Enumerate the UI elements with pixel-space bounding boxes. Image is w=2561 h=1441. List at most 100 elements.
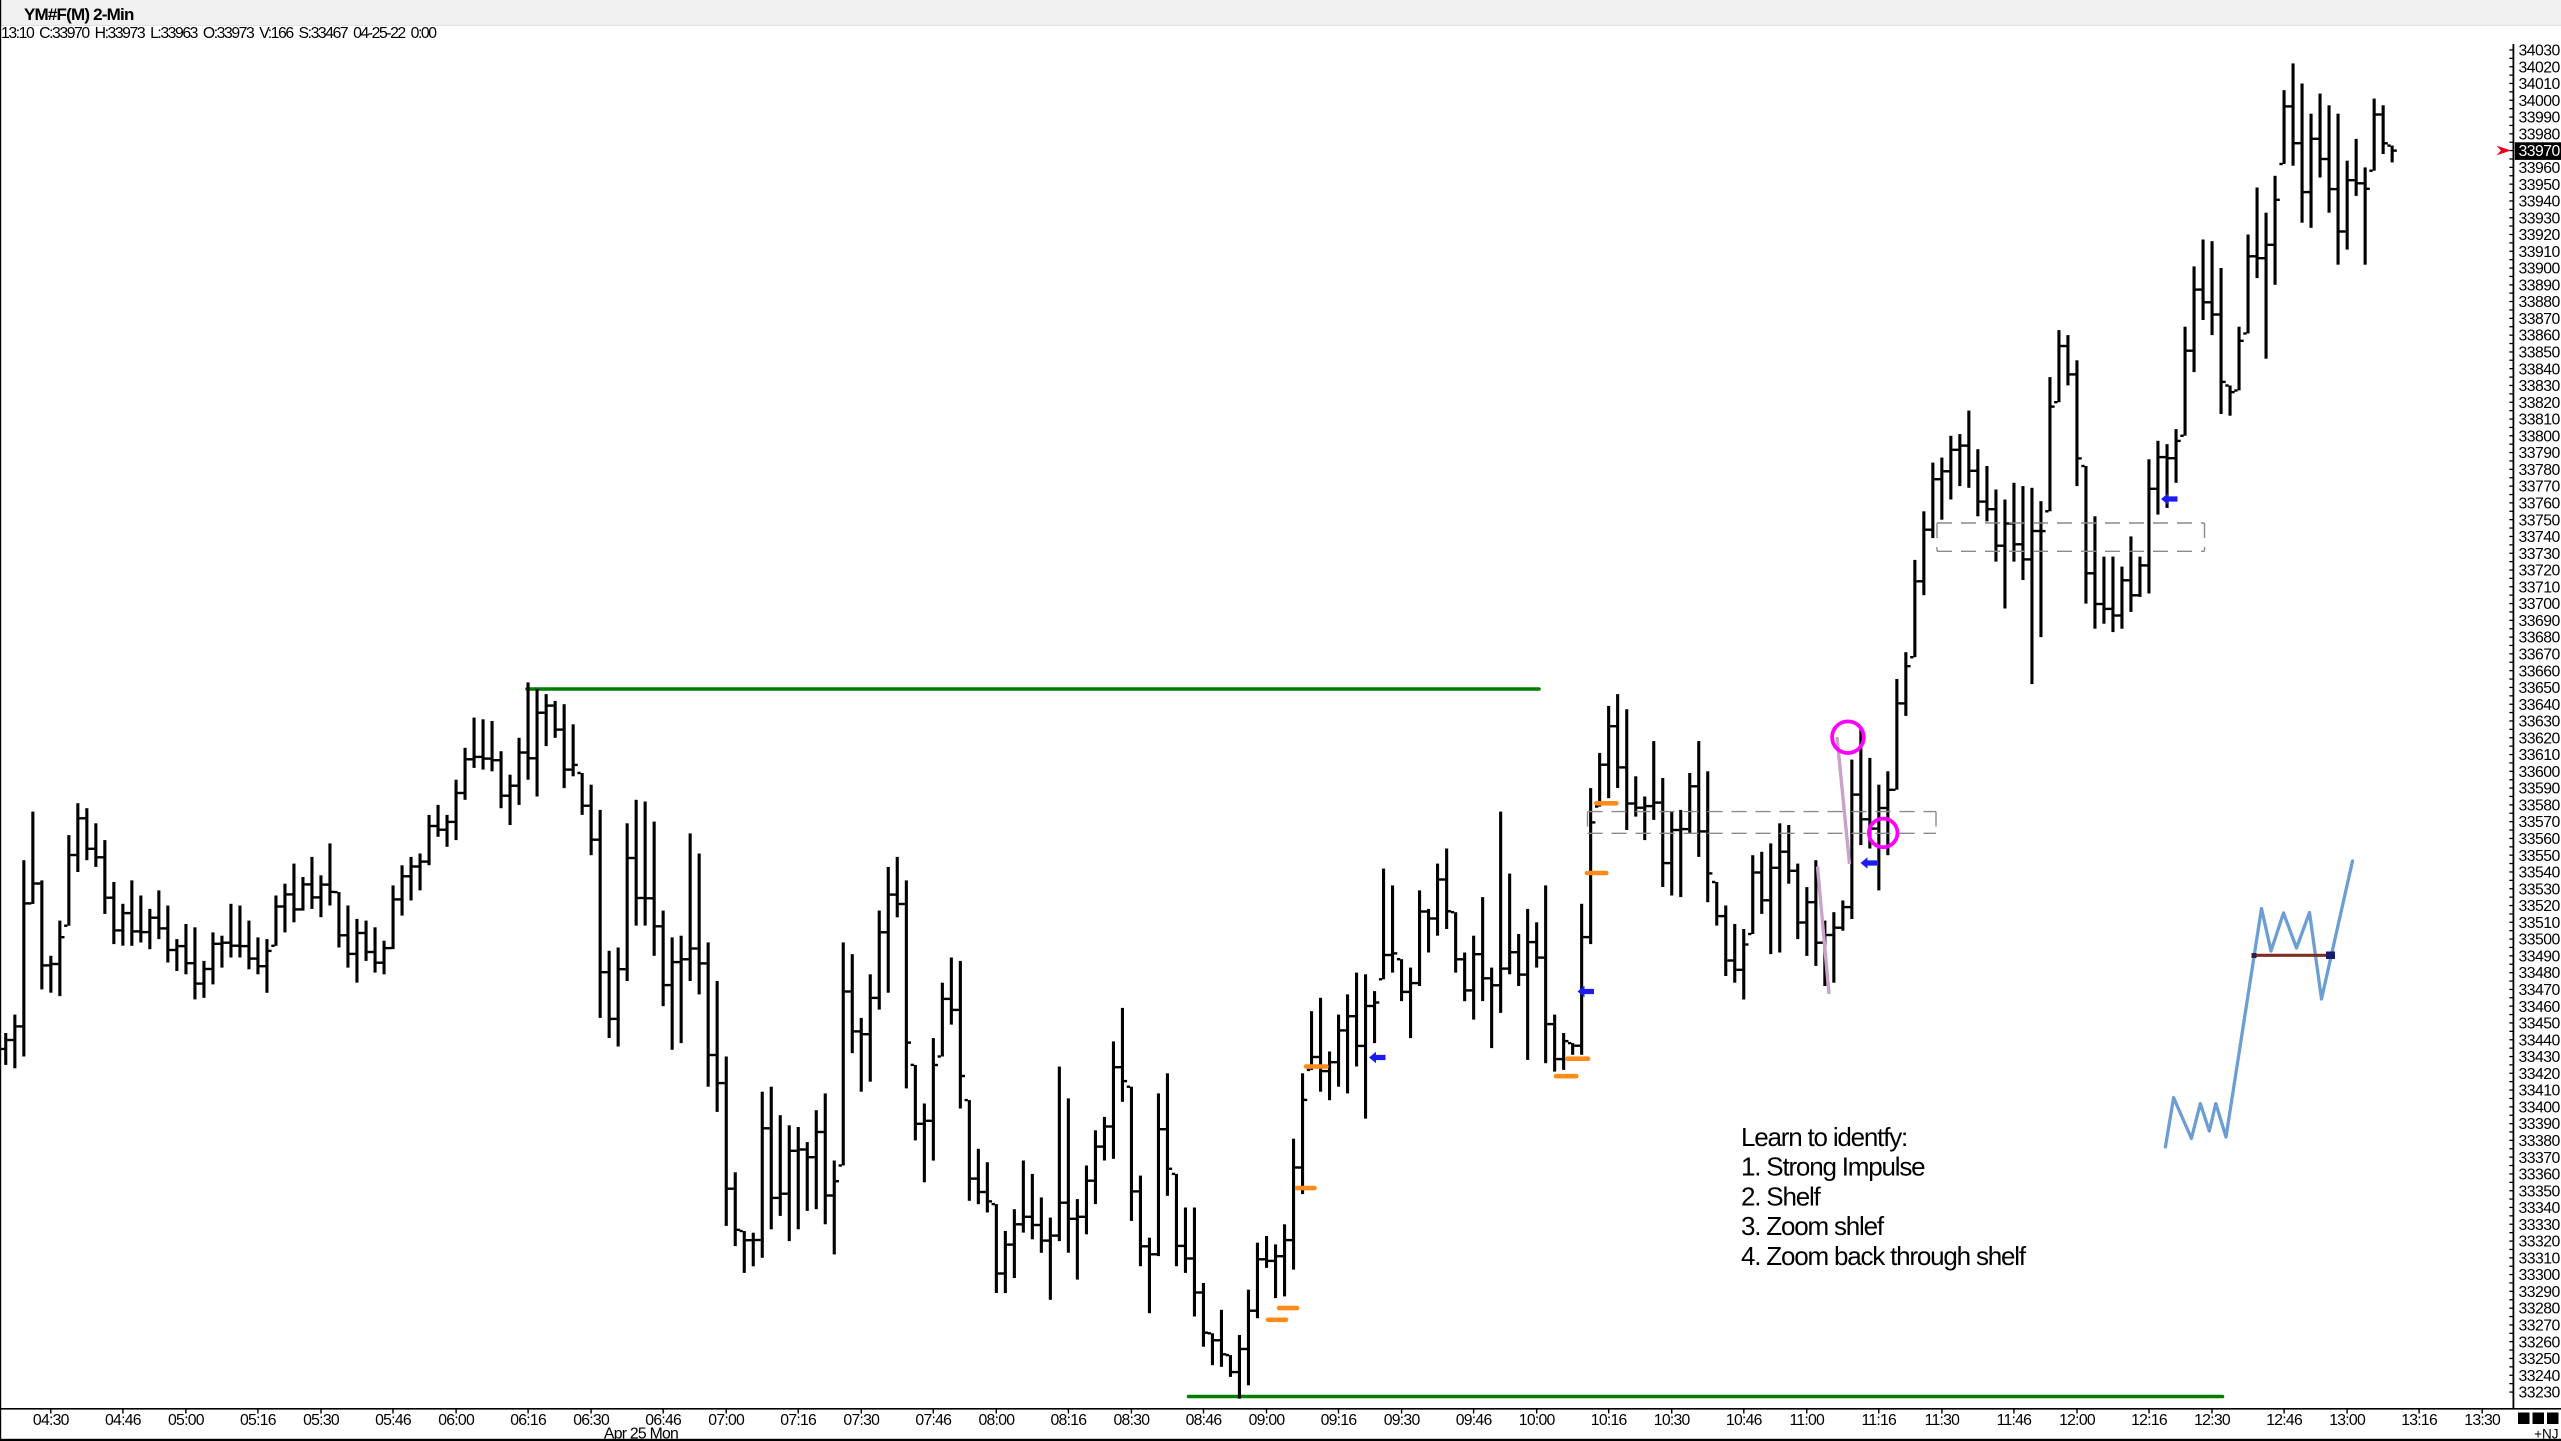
svg-text:33840: 33840 [2519, 361, 2561, 378]
svg-text:09:46: 09:46 [1456, 1412, 1493, 1429]
svg-text:33330: 33330 [2519, 1217, 2561, 1234]
svg-text:06:46: 06:46 [645, 1412, 682, 1429]
svg-text:33930: 33930 [2519, 210, 2561, 227]
svg-text:33370: 33370 [2519, 1150, 2561, 1167]
svg-text:33520: 33520 [2519, 898, 2561, 915]
svg-text:33350: 33350 [2519, 1183, 2561, 1200]
svg-text:13:30: 13:30 [2464, 1412, 2501, 1429]
svg-text:33540: 33540 [2519, 865, 2561, 882]
svg-text:33760: 33760 [2519, 496, 2561, 513]
svg-text:33850: 33850 [2519, 345, 2561, 362]
svg-text:34020: 34020 [2519, 59, 2561, 76]
svg-text:33430: 33430 [2519, 1049, 2561, 1066]
svg-text:33870: 33870 [2519, 311, 2561, 328]
svg-text:12:46: 12:46 [2266, 1412, 2303, 1429]
svg-text:33310: 33310 [2519, 1250, 2561, 1267]
svg-text:10:46: 10:46 [1726, 1412, 1763, 1429]
svg-text:12:30: 12:30 [2194, 1412, 2231, 1429]
svg-text:33750: 33750 [2519, 512, 2561, 529]
svg-text:33860: 33860 [2519, 328, 2561, 345]
svg-text:3. Zoom shlef: 3. Zoom shlef [1741, 1211, 1885, 1241]
svg-text:33910: 33910 [2519, 244, 2561, 261]
svg-text:33250: 33250 [2519, 1351, 2561, 1368]
svg-text:+NJ: +NJ [2534, 1427, 2558, 1441]
svg-text:33290: 33290 [2519, 1284, 2561, 1301]
svg-text:33790: 33790 [2519, 445, 2561, 462]
svg-text:33680: 33680 [2519, 630, 2561, 647]
svg-text:33960: 33960 [2519, 160, 2561, 177]
svg-text:33460: 33460 [2519, 999, 2561, 1016]
svg-text:33300: 33300 [2519, 1267, 2561, 1284]
svg-text:12:00: 12:00 [2059, 1412, 2096, 1429]
svg-text:06:00: 06:00 [438, 1412, 475, 1429]
svg-text:33500: 33500 [2519, 932, 2561, 949]
svg-text:33410: 33410 [2519, 1083, 2561, 1100]
svg-text:33570: 33570 [2519, 814, 2561, 831]
svg-text:33970: 33970 [2519, 143, 2561, 160]
svg-text:05:46: 05:46 [375, 1412, 412, 1429]
svg-text:33990: 33990 [2519, 110, 2561, 127]
svg-text:33720: 33720 [2519, 563, 2561, 580]
svg-text:10:30: 10:30 [1654, 1412, 1691, 1429]
svg-text:33700: 33700 [2519, 596, 2561, 613]
svg-text:12:16: 12:16 [2131, 1412, 2168, 1429]
svg-text:33440: 33440 [2519, 1032, 2561, 1049]
svg-text:33810: 33810 [2519, 412, 2561, 429]
svg-text:33650: 33650 [2519, 680, 2561, 697]
svg-text:34010: 34010 [2519, 76, 2561, 93]
svg-text:33830: 33830 [2519, 378, 2561, 395]
svg-text:33380: 33380 [2519, 1133, 2561, 1150]
svg-text:07:00: 07:00 [708, 1412, 745, 1429]
svg-text:09:00: 09:00 [1249, 1412, 1286, 1429]
svg-text:33420: 33420 [2519, 1066, 2561, 1083]
svg-text:13:16: 13:16 [2401, 1412, 2438, 1429]
svg-text:1. Strong Impulse: 1. Strong Impulse [1741, 1152, 1925, 1182]
svg-text:33730: 33730 [2519, 546, 2561, 563]
svg-text:11:16: 11:16 [1861, 1412, 1897, 1429]
svg-text:33770: 33770 [2519, 479, 2561, 496]
svg-text:33360: 33360 [2519, 1167, 2561, 1184]
svg-text:33630: 33630 [2519, 714, 2561, 731]
svg-text:09:30: 09:30 [1384, 1412, 1421, 1429]
svg-text:11:46: 11:46 [1997, 1412, 2033, 1429]
svg-text:33620: 33620 [2519, 730, 2561, 747]
svg-text:33980: 33980 [2519, 126, 2561, 143]
svg-text:04:46: 04:46 [105, 1412, 142, 1429]
svg-text:Apr 25 Mon: Apr 25 Mon [604, 1426, 678, 1441]
svg-text:33600: 33600 [2519, 764, 2561, 781]
svg-text:33580: 33580 [2519, 798, 2561, 815]
svg-text:33890: 33890 [2519, 277, 2561, 294]
svg-text:Learn to identfy:: Learn to identfy: [1741, 1122, 1907, 1152]
svg-text:07:30: 07:30 [843, 1412, 880, 1429]
svg-text:33230: 33230 [2519, 1385, 2561, 1402]
svg-text:4. Zoom back through shelf: 4. Zoom back through shelf [1741, 1241, 2027, 1271]
svg-text:07:16: 07:16 [780, 1412, 817, 1429]
svg-text:33920: 33920 [2519, 227, 2561, 244]
svg-text:33450: 33450 [2519, 1016, 2561, 1033]
svg-text:33280: 33280 [2519, 1301, 2561, 1318]
svg-text:33560: 33560 [2519, 831, 2561, 848]
svg-text:34000: 34000 [2519, 93, 2561, 110]
svg-text:11:30: 11:30 [1925, 1412, 1961, 1429]
svg-text:08:00: 08:00 [979, 1412, 1016, 1429]
svg-text:13:00: 13:00 [2329, 1412, 2366, 1429]
svg-text:33390: 33390 [2519, 1116, 2561, 1133]
svg-text:07:46: 07:46 [915, 1412, 952, 1429]
svg-text:08:46: 08:46 [1186, 1412, 1223, 1429]
svg-text:09:16: 09:16 [1321, 1412, 1358, 1429]
svg-text:08:16: 08:16 [1051, 1412, 1088, 1429]
svg-text:33530: 33530 [2519, 881, 2561, 898]
svg-text:33490: 33490 [2519, 948, 2561, 965]
svg-text:05:16: 05:16 [240, 1412, 277, 1429]
svg-text:33800: 33800 [2519, 428, 2561, 445]
svg-text:33590: 33590 [2519, 781, 2561, 798]
svg-text:33510: 33510 [2519, 915, 2561, 932]
svg-text:11:00: 11:00 [1789, 1412, 1825, 1429]
svg-text:33470: 33470 [2519, 982, 2561, 999]
svg-text:33400: 33400 [2519, 1099, 2561, 1116]
svg-text:33340: 33340 [2519, 1200, 2561, 1217]
svg-text:06:30: 06:30 [573, 1412, 610, 1429]
svg-text:33270: 33270 [2519, 1318, 2561, 1335]
svg-text:33260: 33260 [2519, 1334, 2561, 1351]
svg-text:10:16: 10:16 [1591, 1412, 1628, 1429]
